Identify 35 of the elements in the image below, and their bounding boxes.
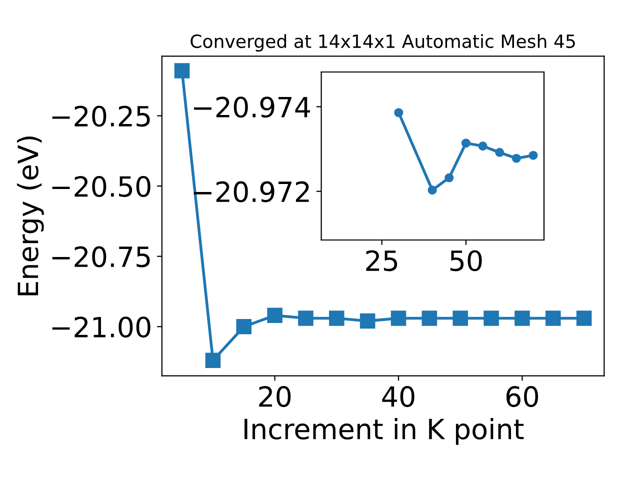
x-tick-label: 60 <box>506 386 538 408</box>
point <box>495 148 504 157</box>
point <box>512 154 521 163</box>
point <box>528 150 538 160</box>
point <box>174 63 190 78</box>
y-tick-label: −20.25 <box>52 106 150 127</box>
y-tick-label: −20.974 <box>194 96 310 118</box>
point <box>422 310 438 326</box>
point <box>329 310 344 326</box>
point <box>514 310 530 326</box>
point <box>478 142 488 151</box>
point <box>298 310 314 326</box>
x-tick-label: 20 <box>259 386 291 408</box>
point <box>484 310 499 326</box>
x-tick-label: 25 <box>366 250 398 272</box>
point <box>576 310 592 326</box>
point <box>461 138 470 148</box>
point <box>545 310 561 326</box>
y-tick-label: −20.50 <box>52 176 150 198</box>
chart-title: Converged at 14x14x1 Automatic Mesh 45 <box>190 34 575 52</box>
y-axis-title: Energy (eV) <box>16 136 44 296</box>
x-axis-title: Increment in K point <box>244 418 524 445</box>
y-tick-label: −20.75 <box>52 246 150 268</box>
point <box>394 108 404 118</box>
x-tick-label: 50 <box>450 250 482 272</box>
point <box>452 310 468 326</box>
point <box>360 313 376 329</box>
point <box>428 186 437 195</box>
point <box>390 310 406 326</box>
y-tick-label: −21.00 <box>52 316 150 338</box>
point <box>236 319 252 334</box>
point <box>267 308 282 324</box>
point <box>205 352 221 368</box>
point <box>444 173 454 182</box>
x-tick-label: 40 <box>382 386 414 408</box>
